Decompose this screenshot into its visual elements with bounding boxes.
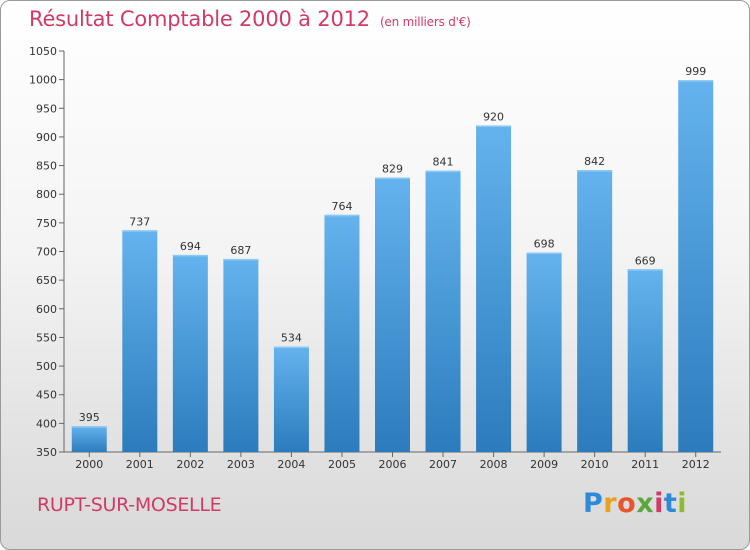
data-label: 534 [281, 332, 302, 345]
bar-2006 [375, 177, 410, 452]
bar-highlight [627, 269, 663, 271]
bar-highlight [526, 252, 562, 255]
y-tick-label: 400 [36, 417, 57, 430]
logo-letter: x [636, 488, 655, 519]
x-tick-label: 2002 [176, 458, 204, 471]
bar-highlight [577, 170, 613, 172]
data-label: 842 [584, 155, 605, 168]
bar-2004 [273, 346, 309, 452]
logo-letter: t [663, 488, 678, 519]
bar-highlight [71, 426, 107, 428]
logo-letter: i [677, 488, 688, 519]
bar-2008 [476, 125, 512, 452]
y-tick-label: 650 [36, 274, 57, 287]
bar-2009 [526, 252, 562, 452]
data-label: 829 [382, 163, 403, 176]
y-tick-label: 800 [36, 188, 57, 201]
x-tick-label: 2003 [227, 458, 255, 471]
x-tick-label: 2012 [682, 458, 710, 471]
data-label: 687 [230, 244, 251, 257]
bar-highlight [678, 80, 714, 82]
x-tick-label: 2011 [631, 458, 659, 471]
bar-2000 [71, 426, 107, 452]
x-tick-label: 2010 [581, 458, 609, 471]
data-label: 999 [685, 65, 706, 78]
y-tick-label: 550 [36, 331, 57, 344]
x-tick-label: 2005 [328, 458, 356, 471]
data-label: 694 [180, 240, 201, 253]
logo-letter: r [603, 488, 618, 519]
x-tick-label: 2007 [429, 458, 457, 471]
data-label: 841 [433, 156, 454, 169]
chart-title-text: Résultat Comptable 2000 à 2012 [29, 7, 370, 31]
logo-letter: i [654, 488, 664, 519]
logo-letter: P [583, 488, 604, 519]
bar-highlight [122, 230, 158, 232]
bar-2010 [577, 170, 613, 452]
y-tick-label: 350 [36, 446, 57, 459]
y-tick-label: 500 [36, 360, 57, 373]
bar-highlight [425, 170, 461, 173]
y-tick-label: 450 [36, 389, 57, 402]
logo-letter: o [617, 488, 637, 519]
bar-2002 [172, 254, 208, 452]
data-label: 698 [534, 238, 555, 251]
x-tick-label: 2001 [126, 458, 154, 471]
bar-2003 [223, 258, 259, 452]
proxiti-logo: Proxiti [583, 488, 687, 519]
data-label: 920 [483, 110, 504, 123]
data-label: 764 [331, 200, 352, 213]
y-tick-label: 1050 [29, 45, 57, 58]
x-tick-label: 2000 [75, 458, 103, 471]
bar-highlight [273, 346, 309, 349]
bar-2007 [425, 170, 461, 452]
y-tick-label: 700 [36, 246, 57, 259]
y-tick-label: 750 [36, 217, 57, 230]
x-tick-label: 2009 [530, 458, 558, 471]
y-tick-label: 600 [36, 303, 57, 316]
y-tick-label: 950 [36, 102, 57, 115]
y-tick-label: 1000 [29, 74, 57, 87]
bar-2005 [324, 214, 360, 452]
chart-title: Résultat Comptable 2000 à 2012 (en millie… [29, 7, 471, 31]
bar-2011 [627, 269, 663, 452]
bar-highlight [172, 254, 208, 257]
x-tick-label: 2004 [277, 458, 305, 471]
data-label: 395 [79, 411, 100, 424]
data-label: 669 [635, 254, 656, 267]
bar-highlight [375, 177, 410, 180]
y-tick-label: 900 [36, 131, 57, 144]
bar-highlight [476, 125, 512, 127]
y-tick-label: 850 [36, 160, 57, 173]
bar-highlight [223, 258, 259, 261]
x-tick-label: 2006 [379, 458, 407, 471]
bar-highlight [324, 214, 360, 217]
bar-2012 [678, 80, 714, 453]
data-label: 737 [129, 215, 150, 228]
bar-2001 [122, 230, 158, 452]
commune-name: RUPT-SUR-MOSELLE [37, 494, 222, 516]
x-tick-label: 2008 [480, 458, 508, 471]
chart-unit: (en milliers d'€) [379, 15, 471, 29]
